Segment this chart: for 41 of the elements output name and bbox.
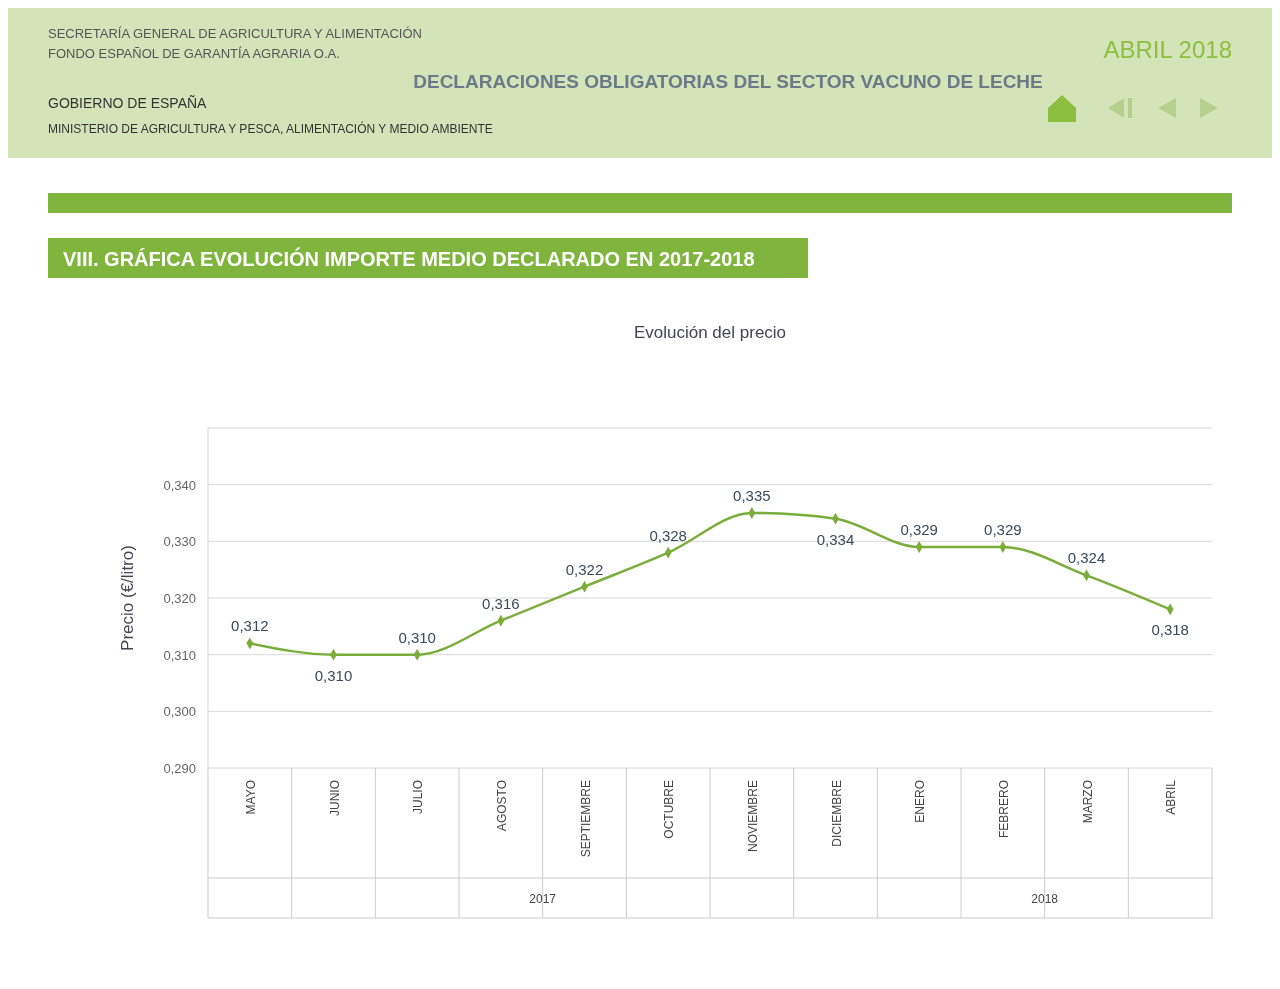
y-tick-label: 0,290 [163,761,196,776]
text: MINISTERIO DE AGRICULTURA Y PESCA, ALIMENTACIÓN Y MEDIO AMBIENTE [48,121,493,136]
y-tick-label: 0,340 [163,477,196,493]
y-tick-label: 0,310 [163,647,196,663]
text: ABRIL 2018 [1103,36,1232,63]
data-label: 0,334 [816,530,855,548]
x-tick-label: AGOSTO [494,780,509,832]
data-label: 0,312 [231,617,269,635]
data-label: 0,329 [900,521,938,538]
y-tick-label: 0,330 [163,534,196,550]
x-tick-label: FEBRERO [996,780,1011,839]
x-tick-label: MARZO [1080,780,1095,824]
data-label: 0,316 [482,594,520,612]
text: 2017 [529,892,557,906]
x-tick-label: DICIEMBRE [829,780,844,847]
data-label: 0,322 [565,560,604,578]
data-label: 0,318 [1151,621,1189,639]
chart-subtitle: Evolución del precio [633,323,787,342]
data-label: 0,324 [1067,549,1106,567]
data-label: 0,310 [398,628,436,646]
text: SECRETARÍA GENERAL DE AGRICULTURA Y ALIMENTACIÓN [48,26,422,41]
text: FONDO ESPAÑOL DE GARANTÍA AGRARIA O.A. [48,46,340,61]
x-tick-label: MAYO [243,780,258,815]
x-tick-label: JULIO [411,780,426,815]
x-tick-label: OCTUBRE [662,780,677,839]
x-tick-label: SEPTIEMBRE [578,780,593,858]
data-label: 0,310 [314,666,353,684]
data-label: 0,329 [984,521,1022,538]
text: GOBIERNO DE ESPAÑA [48,95,208,111]
text: 2018 [1031,892,1059,906]
text: DECLARACIONES OBLIGATORIAS DEL SECTOR VACUNO DE LECHE [413,71,1043,92]
data-label: 0,328 [649,526,687,544]
x-tick-label: JUNIO [327,780,342,816]
x-tick-label: NOVIEMBRE [745,780,760,853]
y-tick-label: 0,300 [163,704,196,720]
chart-title: VIII. GRÁFICA EVOLUCIÓN IMPORTE MEDIO DECLARADO EN 2017-2018 [63,247,755,270]
x-tick-label: ENERO [913,780,928,823]
x-tick-label: ABRIL [1164,779,1179,815]
data-label: 0,335 [733,487,771,504]
y-axis-title: Precio (€/litro) [118,545,137,651]
y-tick-label: 0,320 [163,591,196,606]
